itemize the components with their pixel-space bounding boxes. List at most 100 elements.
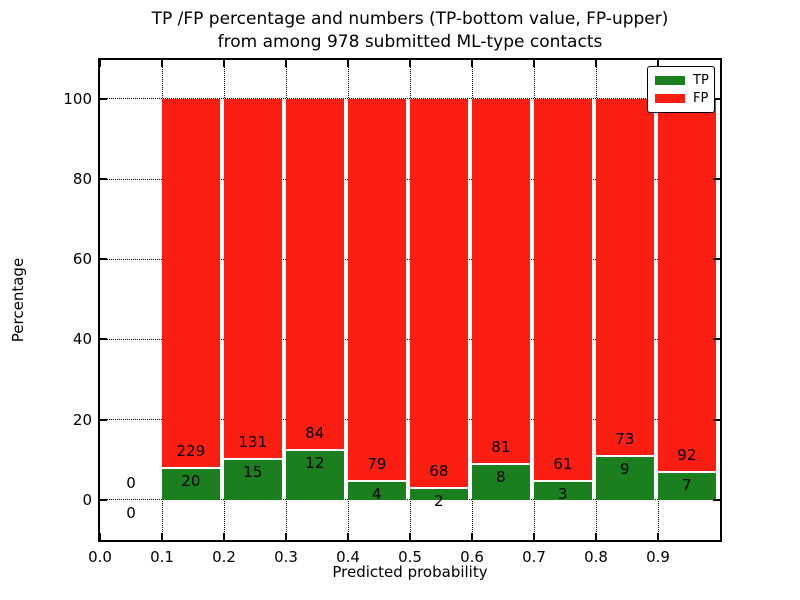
bar-label-fp: 0 — [126, 473, 136, 492]
bar-label-tp: 3 — [558, 485, 568, 504]
bar-tp-segment — [596, 455, 654, 500]
y-tick-mark-right — [713, 97, 720, 100]
y-tick-mark-left — [100, 258, 107, 261]
bar-fp-segment — [162, 98, 220, 468]
bar-segment-divider — [472, 462, 530, 465]
bar-label-tp: 4 — [372, 484, 382, 503]
bar-label-fp: 79 — [367, 454, 387, 473]
bar-tp-segment — [410, 488, 468, 500]
bar-label-fp: 92 — [677, 445, 697, 464]
y-tick-mark-right — [713, 338, 720, 341]
x-tick-mark-top — [657, 60, 659, 67]
y-tick-mark-left — [100, 498, 107, 501]
bar-label-fp: 73 — [615, 429, 635, 448]
x-tick-mark-top — [223, 60, 225, 67]
y-tick-mark-left — [100, 418, 107, 421]
bar-fp-segment — [224, 98, 282, 459]
bar-label-tp: 8 — [496, 467, 506, 486]
bar-tp-segment — [472, 463, 530, 500]
bar-tp-segment — [658, 471, 716, 500]
x-axis-label: Predicted probability — [332, 563, 488, 581]
legend-label-fp: FP — [693, 91, 709, 107]
x-tick-mark-top — [595, 60, 597, 67]
x-tick-label: 0.2 — [212, 548, 236, 566]
bar-segment-divider — [224, 457, 282, 460]
x-tick-mark-top — [533, 60, 535, 67]
y-tick-label: 0 — [82, 490, 92, 509]
y-tick-label: 60 — [72, 250, 92, 269]
bar-tp-segment — [162, 467, 220, 500]
y-tick-mark-left — [100, 338, 107, 341]
bar-fp-segment — [596, 98, 654, 456]
x-tick-label: 0.3 — [274, 548, 298, 566]
bar-label-tp: 7 — [682, 475, 692, 494]
bar-segment-divider — [534, 480, 592, 483]
x-tick-mark-bottom — [595, 533, 597, 540]
bar-label-tp: 9 — [620, 459, 630, 478]
bar-fp-segment — [348, 98, 406, 481]
bar-tp-segment — [348, 480, 406, 500]
legend: TP FP — [647, 66, 715, 113]
x-tick-label: 0.0 — [88, 548, 112, 566]
bar-label-fp: 229 — [176, 441, 206, 460]
legend-item-fp: FP — [655, 91, 709, 107]
x-tick-label: 0.4 — [336, 548, 360, 566]
x-tick-mark-bottom — [409, 533, 411, 540]
x-tick-mark-bottom — [657, 533, 659, 540]
fp-swatch-icon — [655, 94, 685, 104]
y-tick-mark-right — [713, 418, 720, 421]
bar-segment-divider — [162, 466, 220, 469]
x-tick-label: 0.9 — [646, 548, 670, 566]
y-tick-label: 20 — [72, 410, 92, 429]
x-tick-label: 0.6 — [460, 548, 484, 566]
bar-segment-divider — [410, 487, 468, 490]
bar-fp-segment — [658, 98, 716, 472]
y-tick-mark-left — [100, 178, 107, 181]
bar-tp-segment — [224, 458, 282, 500]
x-tick-mark-bottom — [533, 533, 535, 540]
bar-label-fp: 68 — [429, 462, 449, 481]
x-tick-mark-top — [99, 60, 101, 67]
x-tick-label: 0.7 — [522, 548, 546, 566]
x-tick-mark-bottom — [161, 533, 163, 540]
chart-title: TP /FP percentage and numbers (TP-bottom… — [100, 8, 720, 54]
bar-fp-segment — [410, 98, 468, 489]
chart-title-line2: from among 978 submitted ML-type contact… — [217, 32, 603, 52]
bar-label-fp: 84 — [305, 423, 325, 442]
chart-title-line1: TP /FP percentage and numbers (TP-bottom… — [151, 9, 669, 29]
x-tick-mark-top — [161, 60, 163, 67]
y-tick-label: 100 — [63, 89, 92, 108]
y-axis-label: Percentage — [9, 257, 27, 343]
x-tick-mark-top — [347, 60, 349, 67]
y-tick-label: 40 — [72, 330, 92, 349]
x-tick-mark-top — [285, 60, 287, 67]
bar-segment-divider — [658, 470, 716, 473]
bar-label-tp: 15 — [243, 462, 263, 481]
y-tick-mark-right — [713, 178, 720, 181]
y-tick-mark-right — [713, 498, 720, 501]
bar-label-fp: 81 — [491, 437, 511, 456]
bar-segment-divider — [286, 448, 344, 451]
x-tick-mark-bottom — [285, 533, 287, 540]
y-tick-mark-left — [100, 97, 107, 100]
x-tick-mark-bottom — [223, 533, 225, 540]
bar-label-tp: 0 — [126, 503, 136, 522]
x-tick-mark-bottom — [347, 533, 349, 540]
bar-tp-segment — [534, 481, 592, 500]
x-tick-mark-bottom — [471, 533, 473, 540]
x-tick-label: 0.1 — [150, 548, 174, 566]
x-tick-mark-top — [409, 60, 411, 67]
bar-segment-divider — [348, 479, 406, 482]
bar-tp-segment — [286, 449, 344, 500]
x-tick-label: 0.8 — [584, 548, 608, 566]
bar-label-tp: 2 — [434, 492, 444, 511]
bar-label-tp: 12 — [305, 453, 325, 472]
legend-label-tp: TP — [693, 72, 709, 88]
y-tick-label: 80 — [72, 170, 92, 189]
bar-label-fp: 131 — [238, 432, 268, 451]
bar-fp-segment — [286, 98, 344, 450]
x-tick-mark-bottom — [99, 533, 101, 540]
legend-item-tp: TP — [655, 72, 709, 88]
y-tick-mark-right — [713, 258, 720, 261]
